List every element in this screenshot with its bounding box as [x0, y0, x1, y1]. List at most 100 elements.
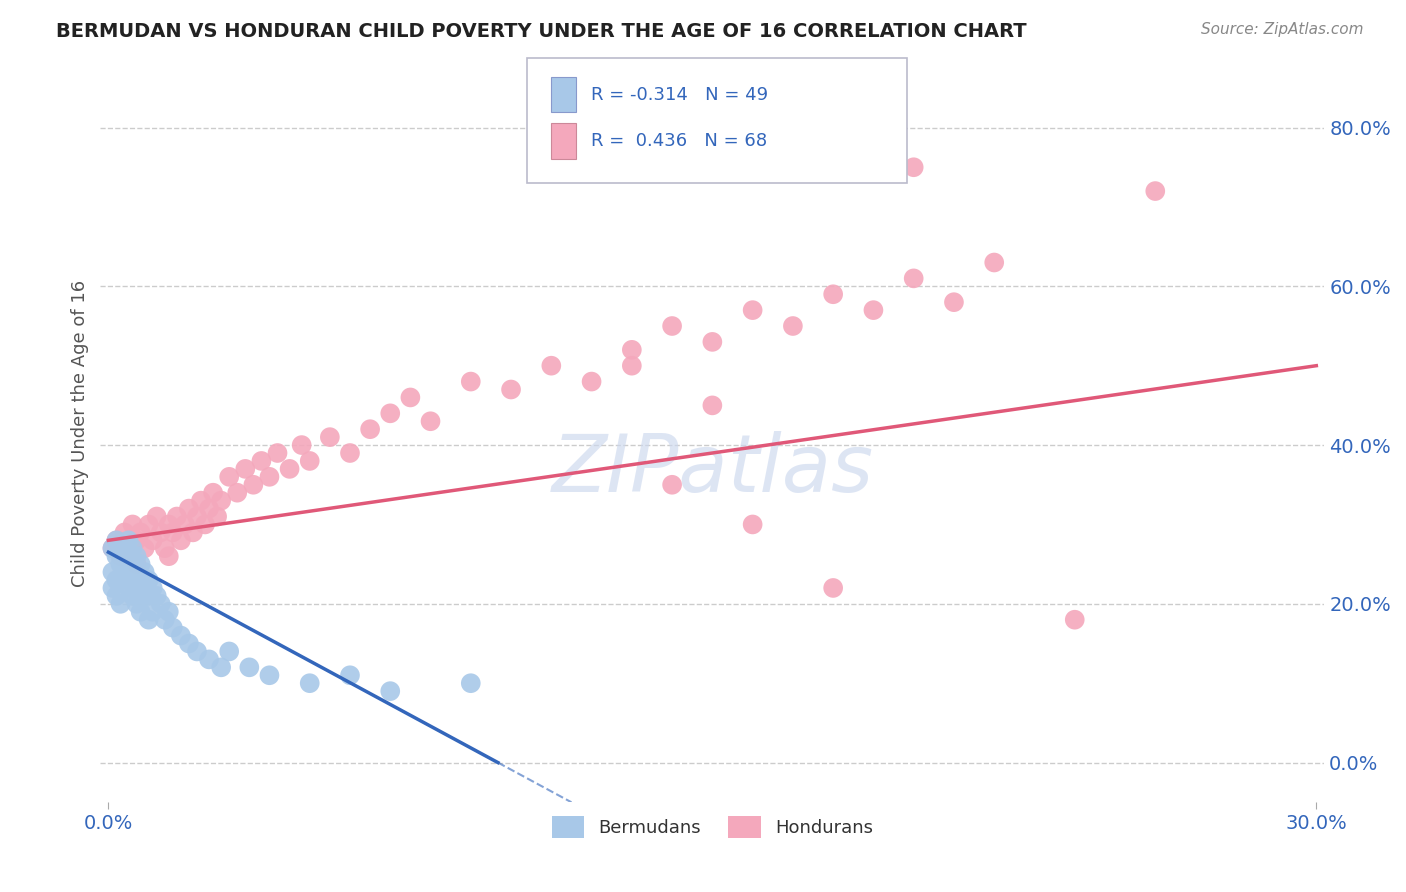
Point — [121, 517, 143, 532]
Point — [125, 533, 148, 548]
Point — [242, 477, 264, 491]
Point — [380, 406, 402, 420]
Point — [620, 343, 643, 357]
Legend: Bermudans, Hondurans: Bermudans, Hondurans — [544, 808, 880, 845]
Text: Source: ZipAtlas.com: Source: ZipAtlas.com — [1201, 22, 1364, 37]
Point — [233, 462, 256, 476]
Point — [125, 549, 148, 564]
Point — [823, 287, 845, 301]
Point — [460, 375, 482, 389]
Point — [620, 359, 643, 373]
Point — [862, 303, 884, 318]
Point — [166, 509, 188, 524]
Point — [782, 318, 804, 333]
Point — [142, 533, 165, 548]
Point — [105, 549, 128, 564]
Point — [142, 581, 165, 595]
Point — [1063, 613, 1085, 627]
Point — [259, 668, 281, 682]
Point — [209, 660, 232, 674]
Point — [105, 533, 128, 548]
Point — [121, 541, 143, 556]
Point — [942, 295, 965, 310]
Point — [359, 422, 381, 436]
Y-axis label: Child Poverty Under the Age of 16: Child Poverty Under the Age of 16 — [72, 279, 89, 587]
Point — [190, 493, 212, 508]
Point — [105, 533, 128, 548]
Point — [298, 454, 321, 468]
Point — [499, 383, 522, 397]
Point — [117, 557, 139, 571]
Point — [419, 414, 441, 428]
Point — [129, 605, 152, 619]
Point — [125, 597, 148, 611]
Point — [218, 470, 240, 484]
Point — [101, 541, 124, 556]
Point — [134, 589, 156, 603]
Point — [702, 334, 724, 349]
Point — [339, 668, 361, 682]
Point — [741, 303, 763, 318]
Point — [380, 684, 402, 698]
Point — [114, 549, 136, 564]
Point — [142, 605, 165, 619]
Text: R =  0.436   N = 68: R = 0.436 N = 68 — [591, 132, 766, 150]
Point — [101, 581, 124, 595]
Point — [105, 573, 128, 587]
Point — [298, 676, 321, 690]
Point — [110, 549, 132, 564]
Point — [117, 541, 139, 556]
Point — [134, 541, 156, 556]
Point — [661, 477, 683, 491]
Point — [138, 573, 160, 587]
Point — [162, 621, 184, 635]
Point — [125, 557, 148, 571]
Point — [186, 509, 208, 524]
Point — [177, 636, 200, 650]
Point — [105, 589, 128, 603]
Point — [129, 581, 152, 595]
Point — [291, 438, 314, 452]
Point — [129, 525, 152, 540]
Point — [339, 446, 361, 460]
Text: BERMUDAN VS HONDURAN CHILD POVERTY UNDER THE AGE OF 16 CORRELATION CHART: BERMUDAN VS HONDURAN CHILD POVERTY UNDER… — [56, 22, 1026, 41]
Point — [114, 573, 136, 587]
Point — [170, 629, 193, 643]
Point — [145, 509, 167, 524]
Point — [460, 676, 482, 690]
Point — [145, 589, 167, 603]
Point — [125, 573, 148, 587]
Point — [266, 446, 288, 460]
Point — [121, 565, 143, 579]
Point — [181, 525, 204, 540]
Point — [209, 493, 232, 508]
Point — [702, 398, 724, 412]
Point — [202, 485, 225, 500]
Point — [1144, 184, 1167, 198]
Point — [250, 454, 273, 468]
Point — [114, 525, 136, 540]
Point — [399, 391, 422, 405]
Point — [170, 533, 193, 548]
Point — [138, 517, 160, 532]
Point — [138, 589, 160, 603]
Point — [186, 644, 208, 658]
Point — [117, 581, 139, 595]
Point — [153, 613, 176, 627]
Point — [741, 517, 763, 532]
Point — [149, 597, 172, 611]
Point — [157, 549, 180, 564]
Point — [149, 525, 172, 540]
Point — [238, 660, 260, 674]
Point — [110, 597, 132, 611]
Point — [218, 644, 240, 658]
Point — [153, 541, 176, 556]
Point — [174, 517, 197, 532]
Point — [661, 318, 683, 333]
Point — [157, 605, 180, 619]
Point — [198, 652, 221, 666]
Point — [319, 430, 342, 444]
Point — [903, 161, 925, 175]
Point — [540, 359, 562, 373]
Point — [823, 581, 845, 595]
